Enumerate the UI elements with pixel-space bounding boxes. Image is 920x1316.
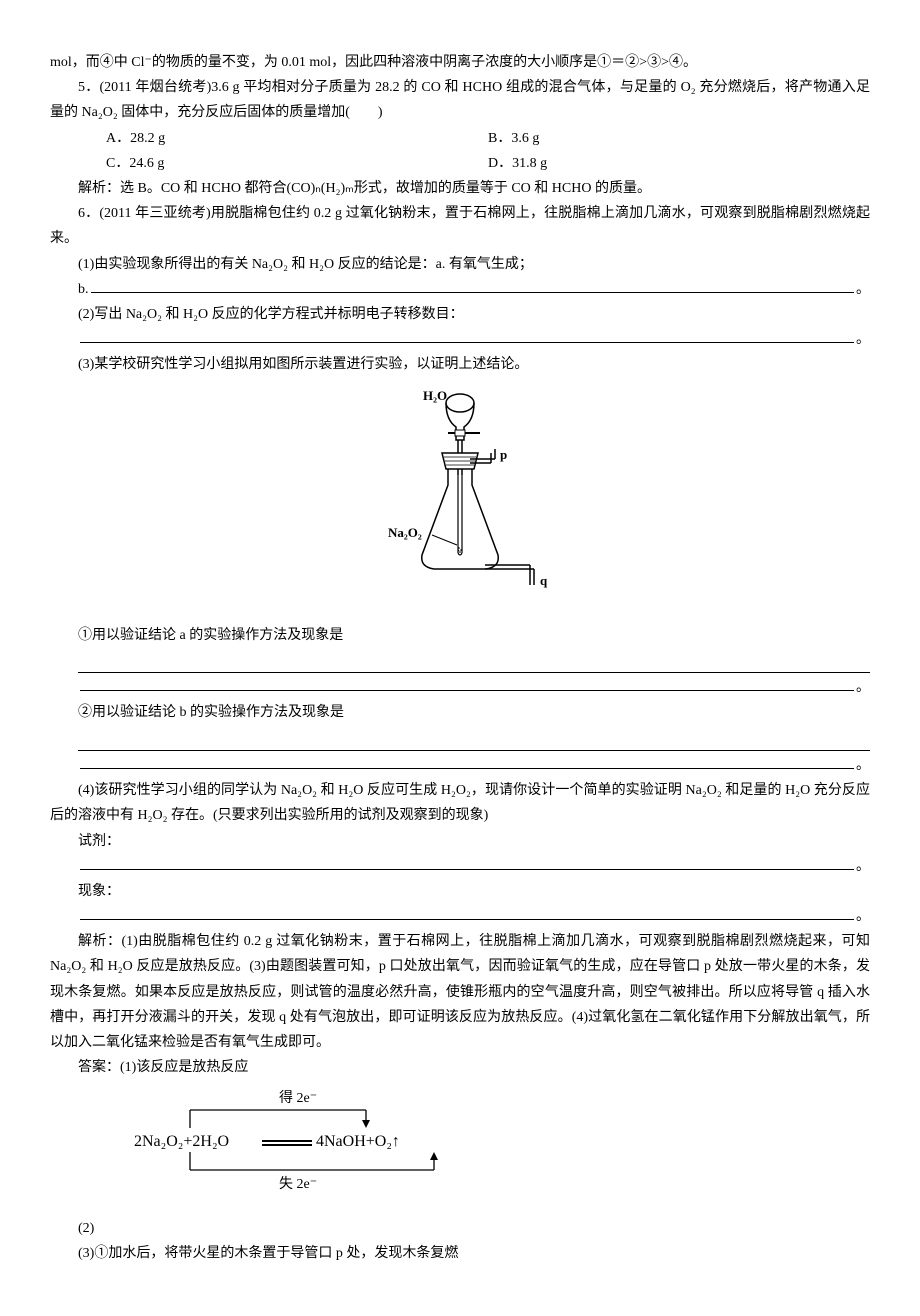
q6-part3-intro: (3)某学校研究性学习小组拟用如图所示装置进行实验，以证明上述结论。	[50, 352, 870, 377]
q5-optB: B．3.6 g	[488, 126, 870, 151]
q6-part3-q1: ①用以验证结论 a 的实验操作方法及现象是	[50, 623, 870, 648]
intro-continuation: mol，而④中 Cl⁻的物质的量不变，为 0.01 mol，因此四种溶液中阴离子…	[50, 50, 870, 75]
q6-explain: 解析：(1)由脱脂棉包住约 0.2 g 过氧化钠粉末，置于石棉网上，往脱脂棉上滴…	[50, 929, 870, 1055]
blank-line	[80, 905, 854, 920]
q6-answer-header: 答案：(1)该反应是放热反应	[50, 1055, 870, 1080]
apparatus-diagram: H₂O p	[50, 385, 870, 614]
q6-part3-q2: ②用以验证结论 b 的实验操作方法及现象是	[50, 700, 870, 725]
eq-left: 2Na₂O₂+2H₂O	[134, 1133, 229, 1150]
eq-right: 4NaOH+O₂↑	[316, 1133, 400, 1150]
blank-line	[91, 278, 855, 293]
electron-transfer-equation: 得 2e⁻ 2Na₂O₂+2H₂O 4NaOH+O₂↑ 失 2e⁻	[134, 1088, 870, 1207]
h2o-label: H₂O	[423, 388, 447, 403]
eq-top-label: 得 2e⁻	[279, 1089, 317, 1106]
blank-line	[80, 676, 854, 691]
q6-part2: (2)写出 Na₂O₂ 和 H₂O 反应的化学方程式并标明电子转移数目：	[50, 302, 870, 327]
blank-line	[78, 728, 870, 751]
period: 。	[856, 854, 870, 879]
page-content: mol，而④中 Cl⁻的物质的量不变，为 0.01 mol，因此四种溶液中阴离子…	[0, 0, 920, 1316]
q5-options-row2: C．24.6 g D．31.8 g	[106, 151, 870, 176]
q5-stem: 5．(2011 年烟台统考)3.6 g 平均相对分子质量为 28.2 的 CO …	[50, 75, 870, 125]
blank-line	[80, 754, 854, 769]
period: 。	[856, 327, 870, 352]
q6-part1-b-line: b. 。	[78, 277, 870, 302]
q5-explain: 解析：选 B。CO 和 HCHO 都符合(CO)ₙ(H₂)ₘ形式，故增加的质量等…	[50, 176, 870, 201]
q6-phenomenon-blank: 。	[78, 904, 870, 929]
q5-optA: A．28.2 g	[106, 126, 488, 151]
q6-phenomenon-label: 现象：	[50, 879, 870, 904]
eq-bottom-label: 失 2e⁻	[279, 1176, 317, 1192]
q6-part2-blank: 。	[78, 327, 870, 352]
period: 。	[856, 675, 870, 700]
na2o2-label: Na₂O₂	[388, 525, 422, 540]
blank-line	[78, 650, 870, 673]
blank-line	[80, 855, 854, 870]
period: 。	[856, 904, 870, 929]
q6-part1-prefix: (1)由实验现象所得出的有关 Na₂O₂ 和 H₂O 反应的结论是：a. 有氧气…	[50, 252, 870, 277]
q6-part3-q1-blank2: 。	[78, 675, 870, 700]
q6-reagent-label: 试剂：	[50, 829, 870, 854]
q5-options-row1: A．28.2 g B．3.6 g	[106, 126, 870, 151]
q6-part4: (4)该研究性学习小组的同学认为 Na₂O₂ 和 H₂O 反应可生成 H₂O₂，…	[50, 778, 870, 828]
port-q-label: q	[540, 573, 548, 588]
q6-stem: 6．(2011 年三亚统考)用脱脂棉包住约 0.2 g 过氧化钠粉末，置于石棉网…	[50, 201, 870, 251]
port-p-label: p	[500, 447, 507, 462]
period: 。	[856, 277, 870, 302]
q6-part1-b-label: b.	[78, 277, 89, 302]
q5-optD: D．31.8 g	[488, 151, 870, 176]
q6-answer-part2-prefix: (2)	[50, 1216, 870, 1241]
q6-reagent-blank: 。	[78, 854, 870, 879]
q6-answer-part3: (3)①加水后，将带火星的木条置于导管口 p 处，发现木条复燃	[50, 1241, 870, 1266]
q5-optC: C．24.6 g	[106, 151, 488, 176]
q6-part3-q2-blank2: 。	[78, 753, 870, 778]
period: 。	[856, 753, 870, 778]
blank-line	[80, 328, 854, 343]
